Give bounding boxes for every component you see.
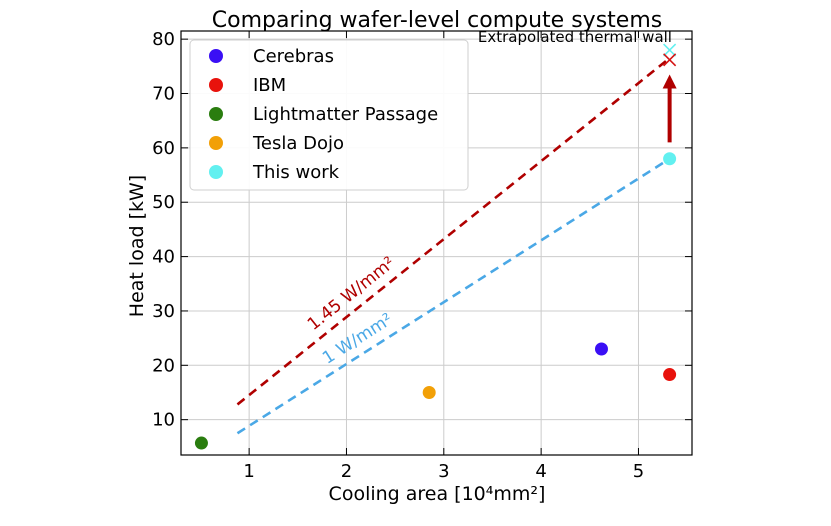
reference-line-1 bbox=[236, 57, 671, 406]
x-tick-label: 5 bbox=[633, 461, 644, 482]
legend-entry: IBM bbox=[253, 75, 286, 96]
y-tick-label: 10 bbox=[152, 410, 175, 431]
legend-marker bbox=[209, 136, 223, 150]
point-ibm bbox=[663, 368, 677, 382]
x-marker-1 bbox=[663, 43, 677, 57]
y-tick-label: 60 bbox=[152, 138, 175, 159]
plot-frame bbox=[180, 30, 693, 456]
chart-title: Comparing wafer-level compute systems bbox=[212, 8, 662, 33]
legend-marker bbox=[209, 49, 223, 63]
y-tick-label: 30 bbox=[152, 301, 175, 322]
x-axis-label: Cooling area [10⁴mm²] bbox=[329, 483, 546, 505]
x-tick-label: 4 bbox=[535, 461, 546, 482]
point-cerebras bbox=[594, 342, 608, 356]
y-tick-label: 40 bbox=[152, 247, 175, 268]
x-marker-stroke bbox=[663, 53, 677, 67]
x-tick-label: 1 bbox=[243, 461, 254, 482]
point-tesla-dojo bbox=[422, 385, 436, 399]
arrow-head bbox=[662, 74, 677, 89]
thermal-wall-arrow bbox=[662, 74, 677, 143]
data-points: Extrapolated thermal wall bbox=[194, 28, 677, 450]
y-tick-label: 20 bbox=[152, 355, 175, 376]
y-tick-label: 50 bbox=[152, 192, 175, 213]
y-tick-label: 80 bbox=[152, 29, 175, 50]
reference-line-2 bbox=[236, 157, 671, 435]
legend-entry: Lightmatter Passage bbox=[253, 104, 438, 125]
legend-marker bbox=[209, 165, 223, 179]
legend-marker bbox=[209, 107, 223, 121]
x-tick-label: 3 bbox=[438, 461, 449, 482]
y-tick-label: 70 bbox=[152, 84, 175, 105]
x-marker-2 bbox=[663, 53, 677, 67]
legend: Cerebras IBM Lightmatter Passage Tesla Dojo… bbox=[189, 39, 469, 191]
point-this-work bbox=[663, 152, 677, 166]
x-marker-stroke bbox=[663, 43, 677, 57]
x-tick-label: 2 bbox=[341, 461, 352, 482]
annotation-text: Extrapolated thermal wall bbox=[478, 28, 672, 46]
legend-box bbox=[189, 39, 469, 191]
point-lightmatter-passage bbox=[194, 436, 208, 450]
legend-marker bbox=[209, 78, 223, 92]
axes: 1 2 3 4 5 10 20 30 40 50 60 70 80 bbox=[152, 29, 693, 482]
legend-entry: Tesla Dojo bbox=[252, 133, 344, 154]
legend-entry: This work bbox=[252, 162, 340, 183]
y-axis-label: Heat load [kW] bbox=[126, 175, 148, 317]
legend-entry: Cerebras bbox=[253, 46, 334, 67]
